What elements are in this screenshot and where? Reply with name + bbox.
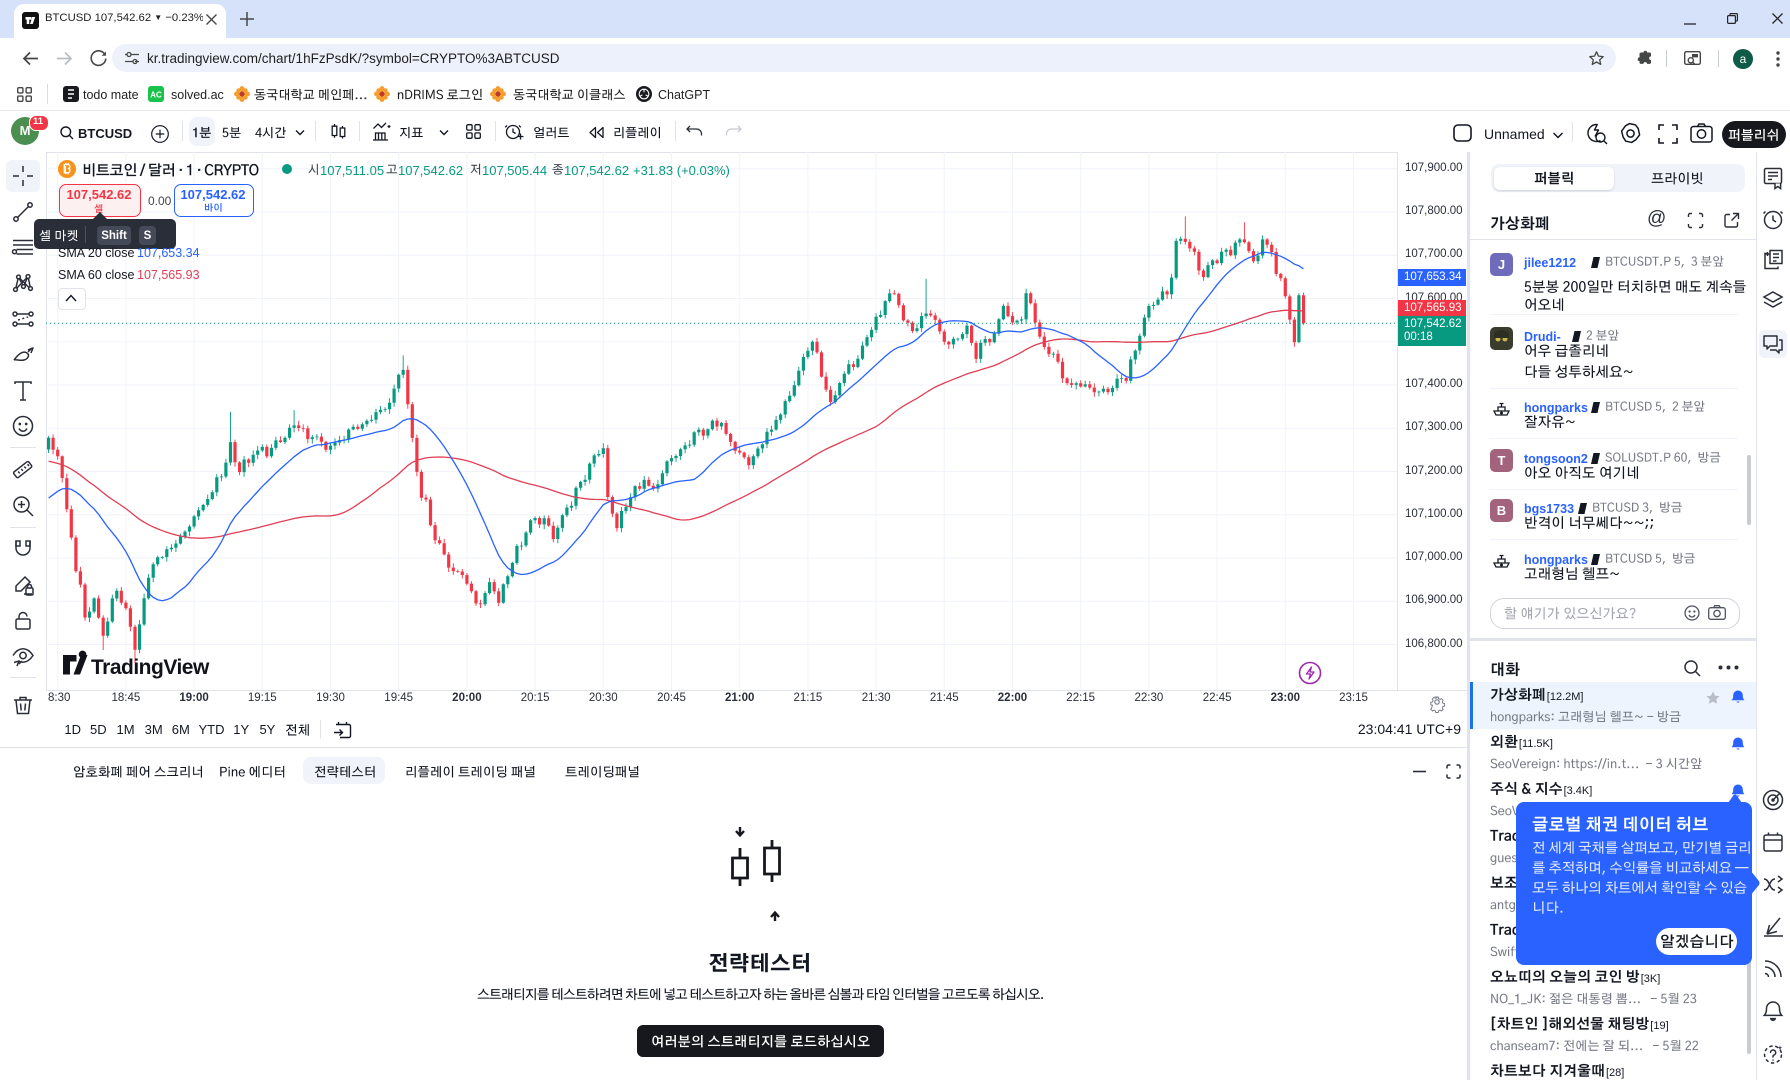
svg-text:AC: AC <box>150 91 162 100</box>
svg-text:TradingView: TradingView <box>91 656 210 679</box>
